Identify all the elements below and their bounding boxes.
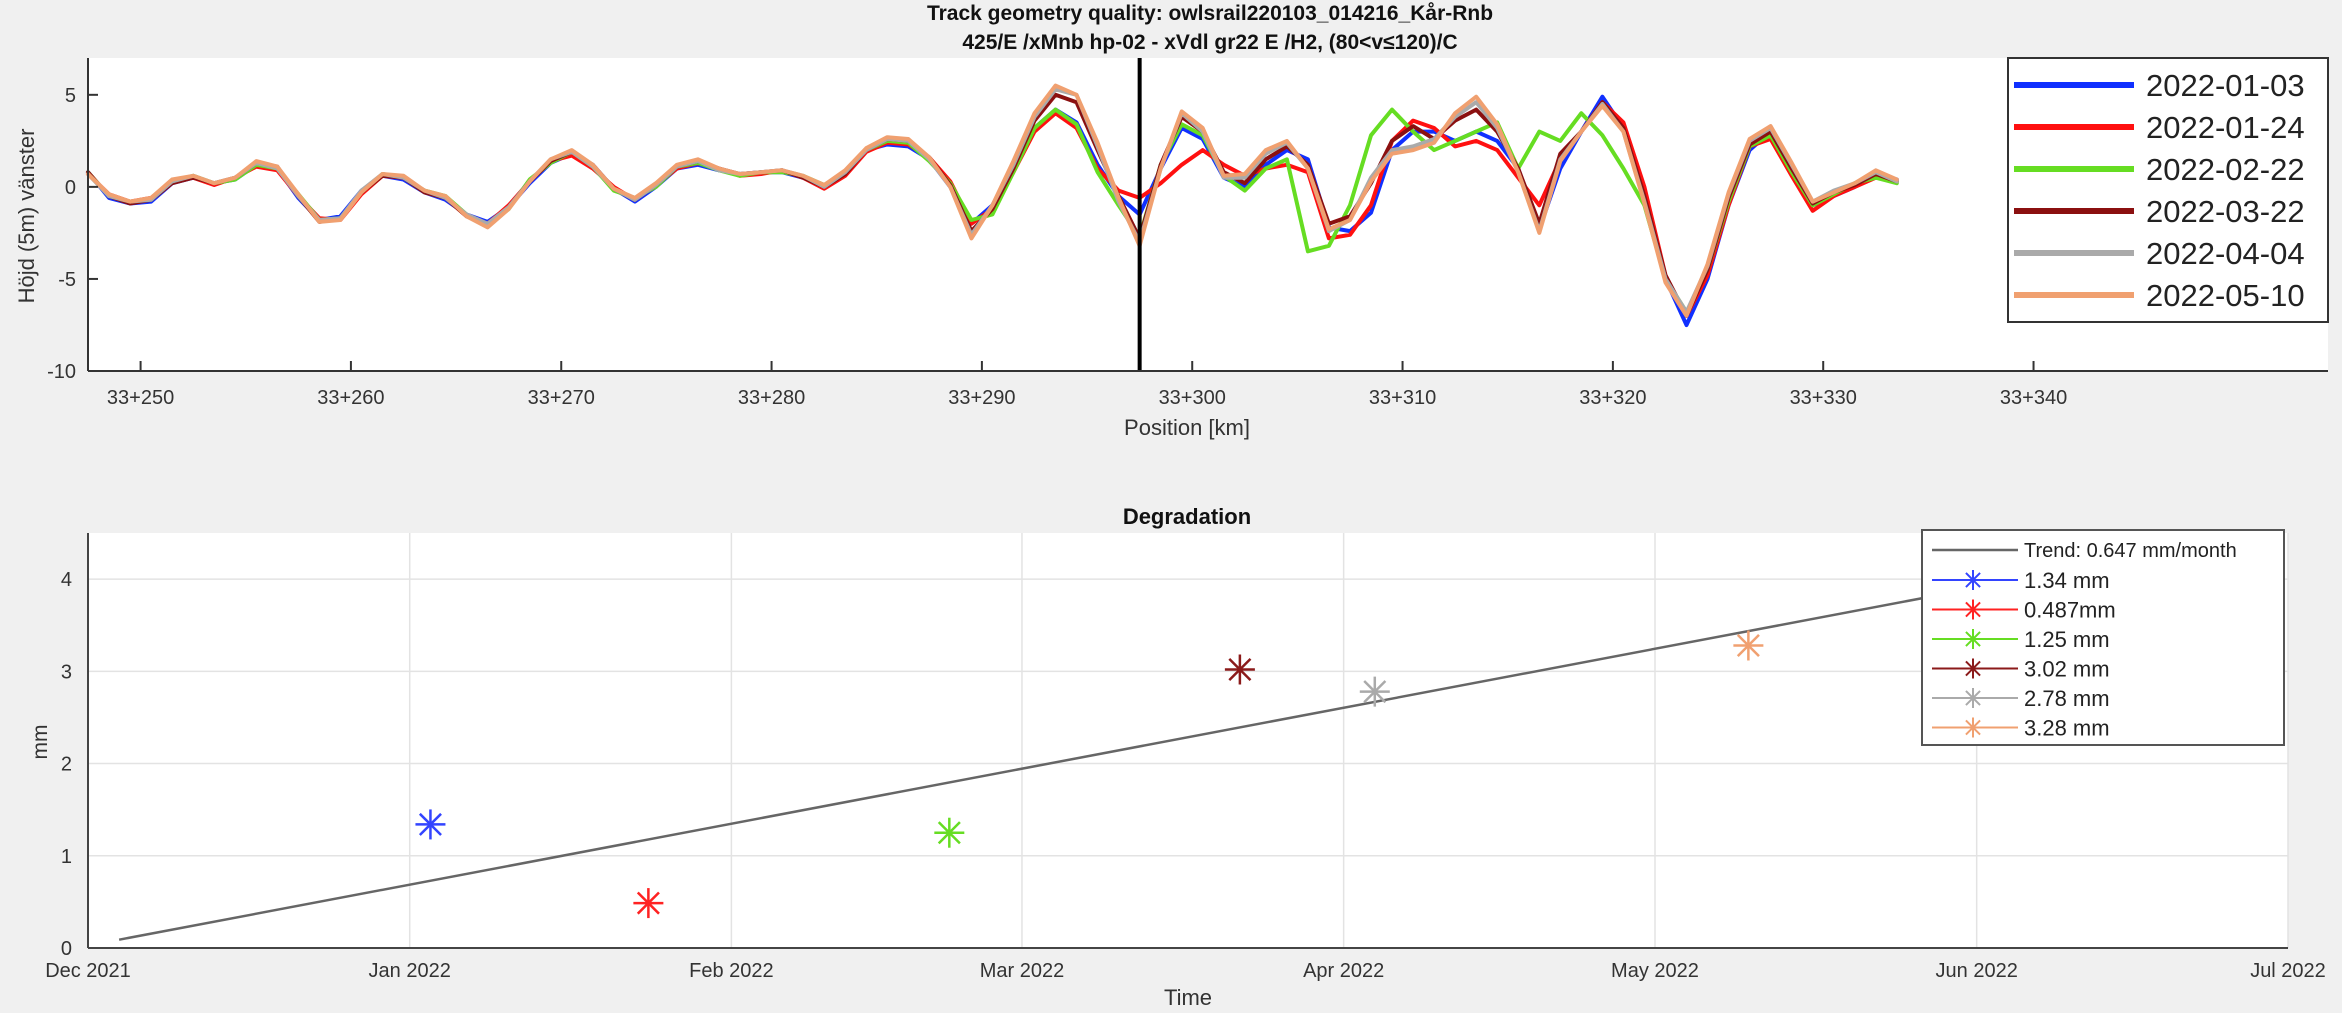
track-x-tick-label: 33+270	[528, 387, 595, 409]
degradation-legend-label: 1.25 mm	[2024, 627, 2110, 652]
degradation-point-4	[1224, 654, 1255, 685]
degradation-x-tick-label: Apr 2022	[1303, 960, 1384, 982]
degradation-y-tick-label: 2	[61, 754, 72, 776]
track-series-group	[86, 58, 1899, 371]
degradation-point-5	[1359, 676, 1390, 707]
degradation-legend-marker	[1963, 688, 1983, 708]
degradation-legend-box	[1921, 529, 2285, 746]
trend-line	[118, 594, 1936, 941]
track-axes: 33+250 33+260 33+270 33+280 33+290 33+300 33+3…	[47, 58, 2328, 409]
degradation-legend-label: 0.487mm	[2024, 598, 2116, 623]
degradation-legend-trend-label: Trend: 0.647 mm/month	[2024, 540, 2237, 562]
degradation-chart: Degradation Dec 2021 Jan 2022 Feb 2022 Mar …	[29, 504, 2326, 1010]
degradation-x-tick-label: Jan 2022	[369, 960, 451, 982]
track-y-axis-label: Höjd (5m) vänster	[14, 129, 39, 304]
track-x-tick-label: 33+300	[1159, 387, 1226, 409]
degradation-y-tick-label: 0	[61, 938, 72, 960]
track-legend: 2022-01-03 2022-01-24 2022-02-22 2022-03-22…	[2007, 57, 2329, 323]
track-legend-label: 2022-02-22	[2146, 152, 2305, 187]
degradation-legend-marker	[1963, 658, 1983, 679]
track-legend-label: 2022-01-03	[2146, 68, 2305, 103]
degradation-x-tick-label: Jun 2022	[1936, 960, 2018, 982]
track-y-tick-label: -10	[47, 361, 76, 383]
degradation-point-6	[1733, 630, 1764, 661]
track-legend-label: 2022-03-22	[2146, 194, 2305, 229]
figure-title-line1: Track geometry quality: owlsrail220103_0…	[927, 2, 1493, 25]
degradation-point-3	[934, 817, 965, 848]
track-y-tick-label: 5	[65, 85, 76, 107]
track-x-tick-label: 33+280	[738, 387, 805, 409]
track-legend-label: 2022-04-04	[2146, 236, 2305, 271]
degradation-legend-label: 3.28 mm	[2024, 716, 2110, 741]
degradation-y-axis-label: mm	[29, 725, 52, 760]
degradation-legend-label: 1.34 mm	[2024, 568, 2110, 593]
track-legend-label: 2022-05-10	[2146, 278, 2305, 313]
degradation-x-tick-label: Dec 2021	[45, 960, 131, 982]
track-legend-label: 2022-01-24	[2146, 110, 2305, 145]
degradation-legend-label: 3.02 mm	[2024, 657, 2110, 682]
degradation-x-tick-label: Jul 2022	[2250, 960, 2326, 982]
track-legend-box	[2007, 57, 2329, 323]
track-series-line-6	[86, 83, 1899, 318]
degradation-legend-marker	[1963, 717, 1983, 738]
degradation-y-tick-label: 1	[61, 846, 72, 868]
degradation-point-1	[415, 809, 446, 840]
track-x-axis-label: Position [km]	[1124, 415, 1250, 440]
degradation-x-tick-label: Feb 2022	[689, 960, 774, 982]
track-x-tick-label: 33+290	[948, 387, 1015, 409]
track-y-tick-label: 0	[65, 177, 76, 199]
track-y-tick-label: -5	[58, 269, 76, 291]
degradation-legend: Trend: 0.647 mm/month 1.34 mm 0.487mm 1.25 …	[1921, 529, 2285, 746]
degradation-x-tick-label: Mar 2022	[980, 960, 1065, 982]
degradation-axes: Dec 2021 Jan 2022 Feb 2022 Mar 2022 Apr 2022…	[45, 533, 2326, 982]
degradation-marks	[118, 594, 1936, 941]
degradation-legend-marker	[1963, 599, 1983, 620]
degradation-legend-label: 2.78 mm	[2024, 686, 2110, 711]
degradation-point-2	[633, 888, 664, 919]
track-x-tick-label: 33+310	[1369, 387, 1436, 409]
degradation-y-tick-label: 4	[61, 569, 72, 591]
figure-title-line2: 425/E /xMnb hp-02 - xVdl gr22 E /H2, (80…	[962, 31, 1457, 54]
track-geometry-chart: 33+250 33+260 33+270 33+280 33+290 33+300 33+3…	[14, 57, 2329, 440]
degradation-x-axis-label: Time	[1164, 985, 1212, 1008]
degradation-legend-marker	[1963, 629, 1983, 649]
track-x-tick-label: 33+250	[107, 387, 174, 409]
track-x-tick-label: 33+340	[2000, 387, 2067, 409]
degradation-y-tick-label: 3	[61, 661, 72, 683]
degradation-title: Degradation	[1123, 504, 1251, 529]
track-plot-area	[88, 58, 2328, 371]
track-x-tick-label: 33+320	[1579, 387, 1646, 409]
degradation-legend-marker	[1963, 570, 1983, 590]
track-x-tick-label: 33+330	[1790, 387, 1857, 409]
degradation-x-tick-label: May 2022	[1611, 960, 1699, 982]
track-x-tick-label: 33+260	[317, 387, 384, 409]
